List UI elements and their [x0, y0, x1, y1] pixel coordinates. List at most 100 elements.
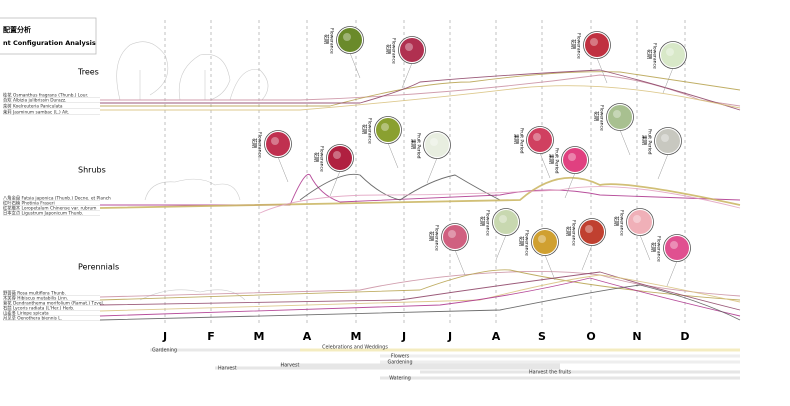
bloom-lines	[3, 52, 741, 380]
bloom-curve	[100, 173, 741, 206]
species-label: 桂花 Osmanthus fragrans (Thunb.) Lour.	[3, 92, 88, 99]
activity-label: Flowers	[391, 354, 410, 360]
activity-label: Gardening	[152, 348, 177, 354]
callout-leader	[657, 153, 669, 180]
title-en: nt Configuration Analysis	[3, 39, 96, 47]
species-label: 日本女贞 Ligustrum Japonicum Thunb.	[3, 210, 83, 217]
bloom-curve	[99, 176, 741, 209]
bloom-curve	[99, 284, 741, 321]
activity-label: Gardening	[388, 360, 413, 366]
plant-photo	[266, 132, 290, 156]
callout-en: Fruit Period	[647, 129, 653, 155]
plant-photo	[608, 105, 632, 129]
plant-photo	[425, 133, 449, 157]
activity-bar	[380, 354, 740, 358]
month-label: A	[303, 330, 312, 343]
callout-leader	[639, 234, 651, 261]
callout-zh: 花期	[479, 216, 486, 226]
callout-en: Flowerance	[257, 132, 263, 158]
month-label: N	[632, 330, 641, 343]
callout-en: Flowerance	[576, 33, 582, 59]
month-label: J	[401, 330, 406, 343]
species-label: 菊花 Dendranthema morifolium (Ramat.) Tzve…	[3, 300, 104, 307]
activity-bar	[380, 360, 740, 364]
callout-leader	[539, 152, 551, 179]
callout-zh: 花期	[593, 111, 600, 121]
month-label: D	[680, 330, 689, 343]
photo-highlight	[448, 230, 456, 238]
callout-en: Flowerance	[524, 230, 530, 256]
bloom-curve	[299, 173, 501, 201]
callout-en: Flowerance	[619, 210, 625, 236]
callout-zh: 果期	[410, 139, 416, 149]
callout-en: Fruit Period	[519, 128, 525, 154]
photo-highlight	[666, 48, 674, 56]
callout-leader	[544, 254, 556, 281]
title-zh: 配置分析	[3, 25, 31, 34]
photo-highlight	[533, 133, 541, 141]
month-label: J	[162, 330, 167, 343]
activity-bar	[420, 370, 740, 374]
callout-leader	[277, 156, 289, 183]
species-label: 红花檵木 Loropetalum Chinense var. rubrum	[3, 205, 96, 212]
callout-zh: 花期	[565, 226, 572, 236]
photo-highlight	[538, 235, 546, 243]
species-label: 合欢 Albizia julibrissin Durazz.	[3, 97, 67, 104]
group-label: Shrubs	[78, 166, 106, 175]
labels: J F M A M J J A S O N D Trees 桂花 Osmanthus fragrans (…	[3, 26, 691, 382]
month-label: S	[538, 330, 546, 343]
species-label: 月见草 Oenothera biennis L.	[3, 315, 62, 322]
callout-zh: 花期	[323, 34, 330, 44]
callout-en: Flowerance	[319, 146, 325, 172]
bloom-curve	[100, 71, 741, 107]
month-label: M	[351, 330, 362, 343]
photo-highlight	[430, 138, 438, 146]
bloom-curve	[100, 69, 741, 111]
activity-bar	[215, 366, 560, 370]
plant-photo	[533, 230, 557, 254]
photo-highlight	[381, 123, 389, 131]
callout-zh: 花期	[518, 236, 525, 246]
month-label: J	[447, 330, 452, 343]
callout-zh: 果期	[641, 135, 647, 145]
activity-label: Harvest the fruits	[529, 370, 572, 376]
callout-en: Flowerance	[571, 220, 577, 246]
month-label: O	[586, 330, 595, 343]
species-label: 红叶石楠 Photinia Fraseri	[3, 200, 55, 207]
species-label: 石蒜 Lycoris radiata (L'Her.) Herb.	[3, 305, 74, 312]
callout-leader	[581, 244, 593, 271]
plant-photo	[400, 38, 424, 62]
plant-photo	[494, 210, 518, 234]
callout-en: Flowerance	[485, 210, 491, 236]
month-grid	[164, 20, 686, 326]
callout-zh: 果期	[548, 154, 554, 164]
callout-leader	[564, 172, 576, 199]
photo-highlight	[343, 33, 351, 41]
activity-label: Harvest	[281, 363, 300, 369]
photo-highlight	[568, 153, 576, 161]
callout-en: Flowerance	[434, 225, 440, 251]
plant-photo	[328, 146, 352, 170]
species-label: 山麦冬 Liriope spicata	[3, 310, 49, 317]
callout-zh: 花期	[570, 39, 577, 49]
callout-leader	[495, 234, 507, 261]
callout-leader	[666, 260, 678, 287]
plant-photo	[563, 148, 587, 172]
species-label: 野蔷薇 Rosa multiflora Thunb.	[3, 290, 66, 297]
callout-leader	[401, 62, 413, 89]
callout-en: Flowerance	[391, 38, 397, 64]
photo-highlight	[333, 151, 341, 159]
group-label: Perennials	[78, 263, 119, 272]
plant-photo	[338, 28, 362, 52]
month-label: A	[492, 330, 501, 343]
photo-highlight	[661, 134, 669, 142]
bloom-curve	[99, 271, 741, 311]
callout-en: Flowerance	[599, 105, 605, 131]
callout-leader	[619, 129, 631, 156]
species-label: 八角金盘 Fatsia japonica (Thunb.) Decne. et …	[3, 195, 111, 202]
photo-highlight	[271, 137, 279, 145]
plant-photo	[528, 128, 552, 152]
plant-photo	[585, 33, 609, 57]
bloom-curve	[99, 277, 741, 317]
